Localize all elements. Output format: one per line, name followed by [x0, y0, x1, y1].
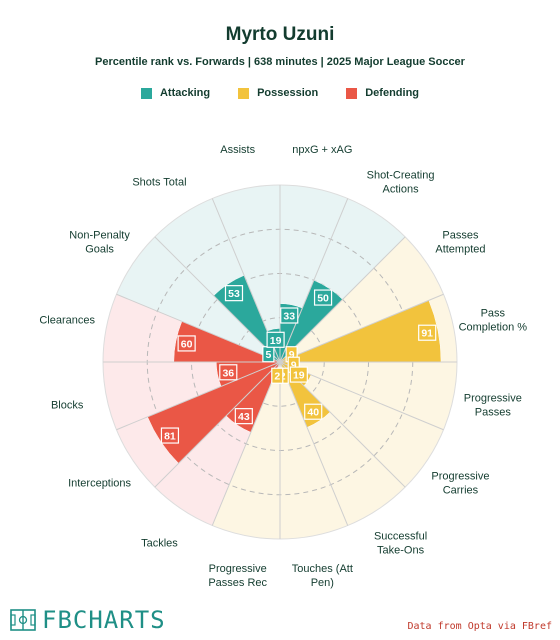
background-sector-touches-att-pen	[280, 362, 348, 539]
value-label-shots-total: 53	[228, 288, 240, 300]
axis-label-passes-attempted: Passes Attempted	[435, 229, 485, 255]
axis-label-non-penalty-goals: Non-Penalty Goals	[69, 229, 130, 255]
legend-label-defending: Defending	[365, 87, 420, 99]
value-label-successful-take-ons: 40	[307, 407, 319, 419]
axis-label-progressive-passes: Progressive Passes	[464, 392, 522, 418]
grid-spoke	[154, 236, 281, 363]
background-sector-passes-attempted	[280, 236, 444, 362]
legend-swatch-attacking	[140, 87, 152, 99]
background-sector-assists	[212, 185, 280, 362]
value-label-pass-completion: 91	[421, 328, 433, 340]
axis-label-assists: Assists	[220, 144, 255, 156]
chart-title: Myrto Uzuni	[225, 24, 335, 45]
chart-subtitle: Percentile rank vs. Forwards | 638 minut…	[95, 56, 465, 68]
axis-label-shot-creating-actions: Shot-Creating Actions	[367, 170, 435, 196]
value-label-npxg-xag: 33	[283, 311, 295, 323]
axis-label-clearances: Clearances	[39, 315, 95, 327]
value-label-box-npxg-xag	[280, 307, 299, 324]
value-label-tackles: 43	[238, 411, 250, 423]
background-sector-progressive-passes-rec	[212, 362, 280, 539]
background-sector-progressive-carries	[280, 362, 444, 488]
value-label-box-blocks	[219, 364, 238, 381]
axis-label-touches-att-pen: Touches (Att Pen)	[292, 563, 353, 589]
value-label-box-successful-take-ons	[304, 403, 323, 420]
brand-name: FBCHARTS	[42, 606, 166, 634]
value-label-box-tackles	[234, 408, 253, 425]
legend-label-attacking: Attacking	[159, 87, 211, 99]
legend-item-defending: Defending	[346, 87, 419, 99]
value-label-progressive-carries: 19	[293, 370, 305, 382]
background-sector-progressive-passes	[280, 362, 457, 430]
axis-label-progressive-carries: Progressive Carries	[431, 471, 489, 497]
axis-label-pass-completion: Pass Completion %	[459, 308, 528, 334]
grid-spoke	[279, 198, 349, 363]
grid-spoke	[154, 361, 281, 488]
legend-swatch-possession	[238, 87, 250, 99]
axis-label-successful-take-ons: Successful Take-Ons	[374, 530, 427, 556]
value-label-box-pass-completion	[418, 324, 437, 341]
legend-item-attacking: Attacking	[140, 87, 211, 99]
grid-spoke	[116, 293, 281, 363]
axis-label-shots-total: Shots Total	[132, 177, 186, 189]
brand-logo: FBCHARTS	[10, 606, 166, 634]
value-label-box-progressive-passes-rec	[271, 367, 284, 384]
grid-spoke	[279, 293, 444, 363]
value-label-box-shots-total	[224, 285, 244, 302]
axis-label-npxg-xag: npxG + xAG	[292, 144, 352, 156]
axis-label-interceptions: Interceptions	[68, 478, 131, 490]
value-label-shot-creating-actions: 50	[317, 293, 329, 305]
pitch-icon	[10, 609, 36, 631]
value-label-blocks: 36	[222, 367, 234, 379]
value-label-box-shot-creating-actions	[313, 289, 333, 306]
legend-swatch-defending	[346, 87, 358, 99]
legend-item-possession: Possession	[238, 87, 318, 99]
grid-spoke	[279, 361, 406, 488]
grid-spoke	[211, 361, 281, 526]
grid-spoke	[279, 236, 406, 363]
grid-spoke	[116, 361, 281, 431]
data-source: Data from Opta via FBref	[407, 621, 553, 632]
background-sector-non-penalty-goals	[116, 236, 280, 362]
value-label-non-penalty-goals: 5	[265, 349, 271, 361]
value-label-interceptions: 81	[164, 431, 176, 443]
value-label-progressive-passes-rec: 2	[274, 371, 280, 383]
value-label-clearances: 60	[181, 338, 193, 350]
value-label-box-interceptions	[160, 427, 180, 444]
axis-label-blocks: Blocks	[51, 399, 84, 411]
legend: Attacking Possession Defending	[0, 87, 560, 99]
value-label-progressive-passes: 9	[291, 360, 297, 372]
value-label-box-assists	[266, 331, 285, 348]
value-label-box-clearances	[177, 335, 196, 352]
grid-spoke	[279, 361, 349, 526]
value-label-box-progressive-carries	[289, 366, 308, 383]
axis-label-tackles: Tackles	[141, 537, 178, 549]
legend-label-possession: Possession	[257, 87, 319, 99]
value-label-passes-attempted: 9	[289, 349, 295, 361]
axis-label-progressive-passes-rec: Progressive Passes Rec	[208, 563, 267, 589]
value-label-assists: 19	[270, 335, 282, 347]
